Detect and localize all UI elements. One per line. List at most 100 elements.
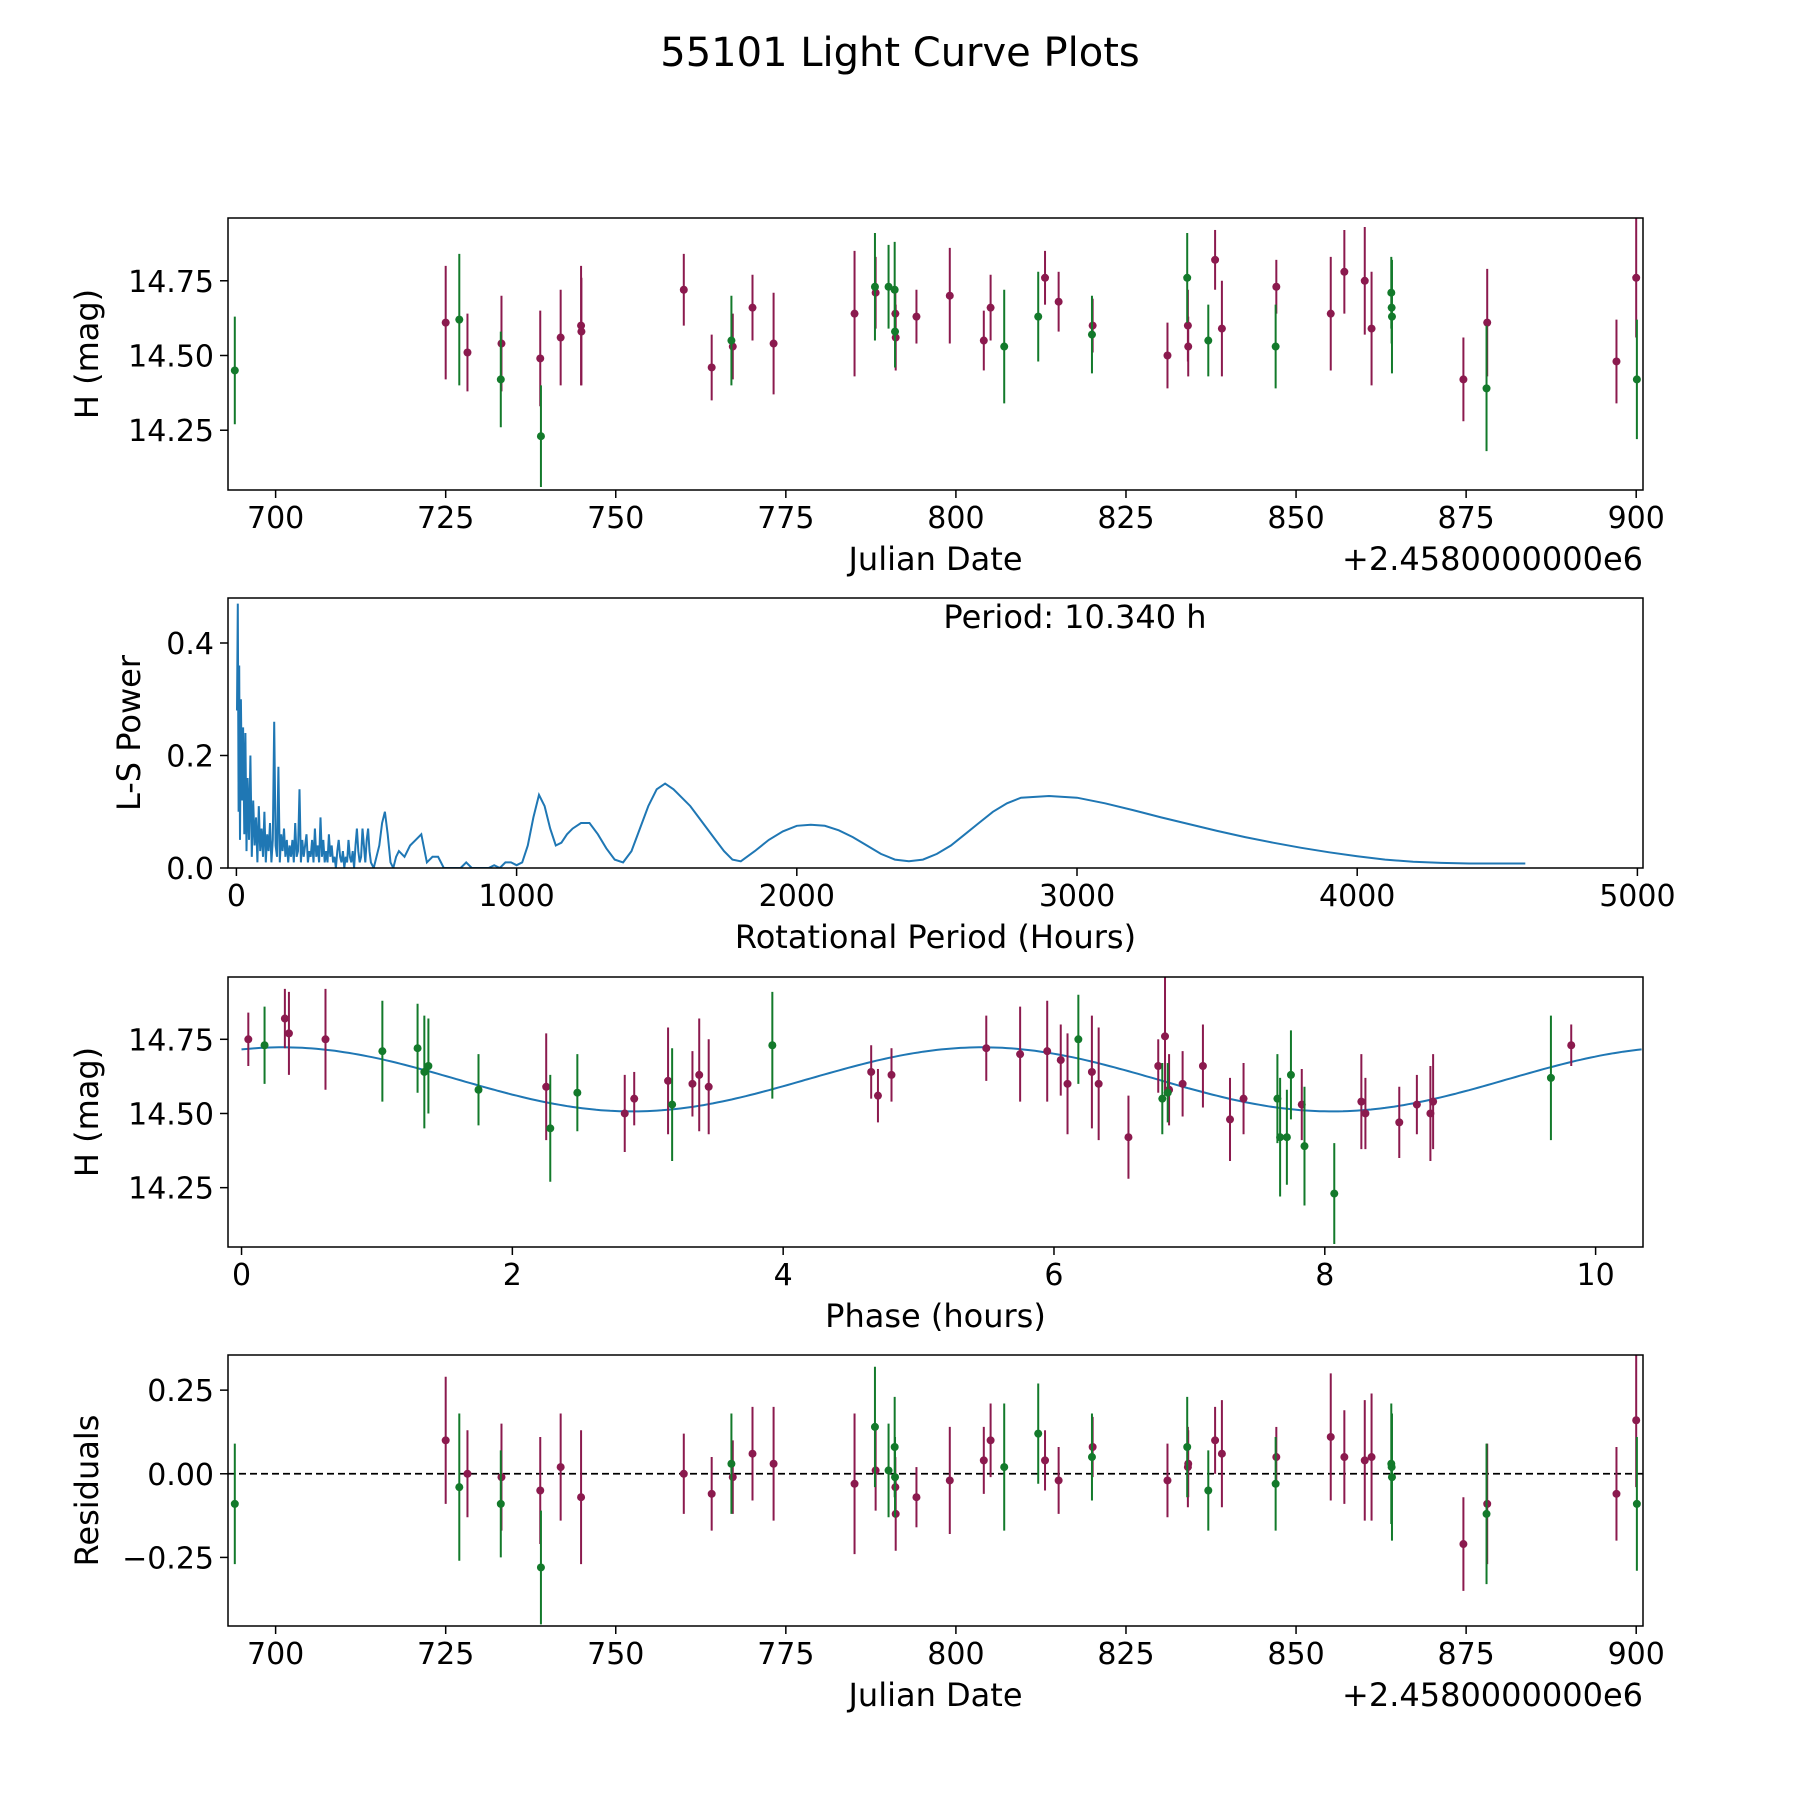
data-point	[884, 1466, 893, 1475]
x-tick-label: 4000	[1319, 879, 1395, 914]
residuals-axes-frame	[227, 1354, 1644, 1627]
x-tick-label: 1000	[478, 879, 554, 914]
x-tick-label: 0	[227, 879, 246, 914]
y-tick-label: 14.75	[128, 265, 214, 300]
x-tick-label: 875	[1437, 501, 1494, 536]
period-annotation: Period: 10.340 h	[943, 598, 1206, 636]
data-point	[244, 1035, 253, 1044]
data-point	[280, 1014, 289, 1023]
data-point	[707, 1489, 716, 1498]
y-tick-label: 14.50	[128, 1097, 214, 1132]
y-axis-label: H (mag)	[68, 289, 106, 419]
x-tick-label: 3000	[1039, 879, 1115, 914]
data-point	[1183, 273, 1192, 282]
data-point	[474, 1085, 483, 1094]
data-point	[1094, 1079, 1103, 1088]
x-tick-label: 4	[774, 1258, 793, 1293]
data-point	[1357, 1097, 1366, 1106]
data-point	[1158, 1094, 1167, 1103]
model-fit-curve	[241, 1046, 1642, 1113]
data-point	[1056, 1056, 1065, 1065]
y-tick-label: 0.4	[166, 627, 214, 662]
data-point	[873, 1091, 882, 1100]
data-point	[887, 1070, 896, 1079]
data-point	[768, 1041, 777, 1050]
data-point	[1124, 1133, 1133, 1142]
data-point	[979, 336, 988, 345]
data-point	[679, 1469, 688, 1478]
data-point	[1163, 1476, 1172, 1485]
data-point	[704, 1082, 713, 1091]
data-point	[1204, 336, 1213, 345]
x-tick-label: 775	[757, 1637, 814, 1672]
data-point	[1326, 309, 1335, 318]
data-point	[850, 309, 859, 318]
series-filter-B	[260, 991, 1555, 1245]
data-point	[891, 327, 900, 336]
x-tick-label: 825	[1097, 501, 1154, 536]
data-point	[769, 1459, 778, 1468]
data-point	[1612, 1489, 1621, 1498]
data-point	[664, 1076, 673, 1085]
x-tick-label: 0	[232, 1258, 251, 1293]
data-point	[556, 333, 565, 342]
x-tick-label: 6	[1044, 1258, 1063, 1293]
data-point	[982, 1044, 991, 1053]
x-tick-label: 800	[927, 501, 984, 536]
data-point	[679, 285, 688, 294]
data-point	[1387, 312, 1396, 321]
data-point	[1272, 282, 1281, 291]
data-point	[1361, 1109, 1370, 1118]
x-tick-label: 10	[1577, 1258, 1615, 1293]
data-point	[1239, 1094, 1248, 1103]
data-point	[668, 1100, 677, 1109]
x-axis-label: Phase (hours)	[825, 1297, 1046, 1335]
data-point	[260, 1041, 269, 1050]
data-point	[424, 1062, 433, 1071]
data-point	[1276, 1133, 1285, 1142]
data-point	[1034, 1429, 1043, 1438]
data-point	[1198, 1062, 1207, 1071]
data-point	[230, 366, 239, 375]
y-tick-label: 14.25	[128, 1172, 214, 1207]
data-point	[536, 432, 545, 441]
data-point	[1483, 318, 1492, 327]
data-point	[1063, 1079, 1072, 1088]
data-point	[769, 339, 778, 348]
data-point	[1395, 1118, 1404, 1127]
data-point	[1217, 1449, 1226, 1458]
periodogram-data-layer	[236, 603, 1526, 868]
series-filter-A	[441, 218, 1641, 422]
data-point	[1360, 1456, 1369, 1465]
data-point	[1041, 273, 1050, 282]
y-tick-label: 0.2	[166, 740, 214, 775]
data-point	[986, 1436, 995, 1445]
data-point	[1567, 1041, 1576, 1050]
data-point	[284, 1029, 293, 1038]
data-point	[536, 354, 545, 363]
lightcurve-data-layer	[230, 218, 1641, 488]
data-point	[867, 1067, 876, 1076]
data-point	[1204, 1486, 1213, 1495]
x-tick-label: 700	[247, 501, 304, 536]
data-point	[620, 1109, 629, 1118]
x-tick-label: 900	[1608, 1637, 1665, 1672]
data-point	[1326, 1432, 1335, 1441]
data-point	[536, 1486, 545, 1495]
data-point	[1163, 351, 1172, 360]
data-point	[912, 312, 921, 321]
phased-axes-frame	[227, 976, 1644, 1248]
data-point	[748, 303, 757, 312]
data-point	[230, 1499, 239, 1508]
data-point	[1340, 1453, 1349, 1462]
data-point	[870, 1422, 879, 1431]
data-point	[441, 318, 450, 327]
data-point	[455, 1483, 464, 1492]
y-axis-label: Residuals	[68, 1415, 106, 1567]
data-point	[378, 1047, 387, 1056]
data-point	[1367, 1453, 1376, 1462]
data-point	[546, 1124, 555, 1133]
data-point	[413, 1044, 422, 1053]
data-point	[695, 1070, 704, 1079]
data-point	[707, 363, 716, 372]
